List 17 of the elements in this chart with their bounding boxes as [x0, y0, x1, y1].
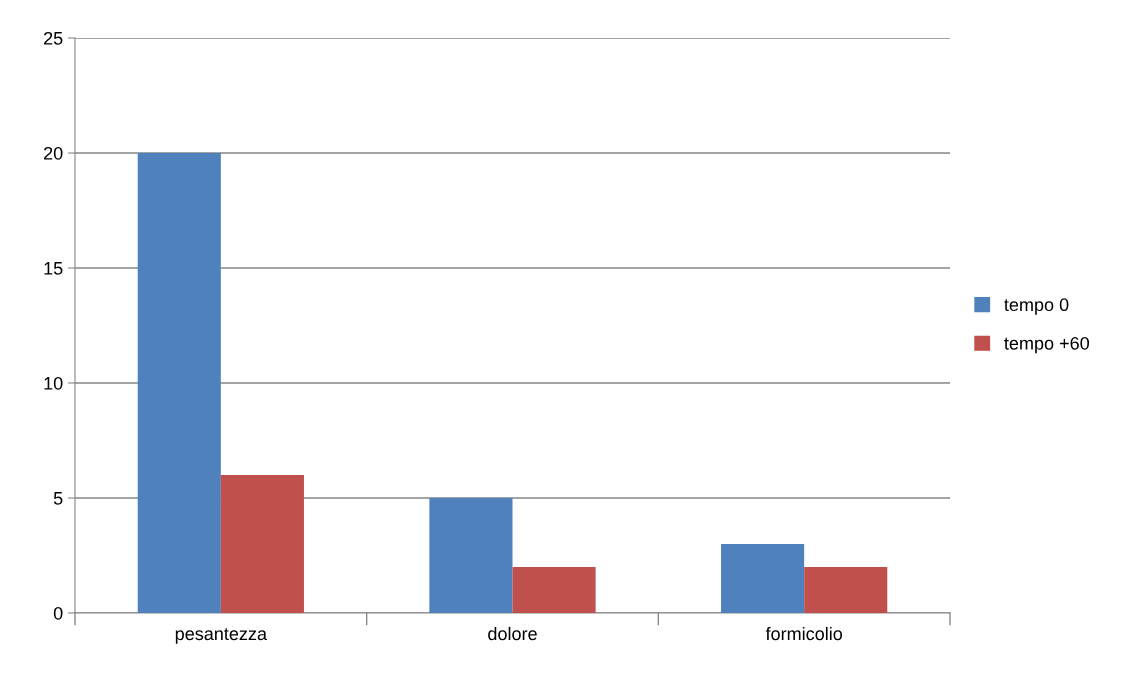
bar — [804, 567, 888, 613]
legend-label: tempo 0 — [1004, 298, 1069, 315]
bar — [429, 498, 513, 613]
bar — [220, 475, 304, 613]
y-tick-label: 10 — [44, 376, 63, 390]
x-tick-label: pesantezza — [175, 628, 268, 644]
y-tick-label: 25 — [44, 31, 63, 45]
bar — [137, 153, 221, 613]
bar — [721, 544, 805, 613]
y-tick-label: 5 — [53, 492, 63, 505]
x-tick-label: formicolio — [765, 626, 843, 641]
y-tick-label: 0 — [53, 606, 63, 620]
legend-label: tempo +60 — [1004, 336, 1090, 354]
y-tick-label: 15 — [44, 262, 63, 275]
bar — [512, 567, 596, 613]
y-tick-label: 20 — [44, 146, 63, 160]
x-tick-label: dolore — [488, 626, 537, 641]
